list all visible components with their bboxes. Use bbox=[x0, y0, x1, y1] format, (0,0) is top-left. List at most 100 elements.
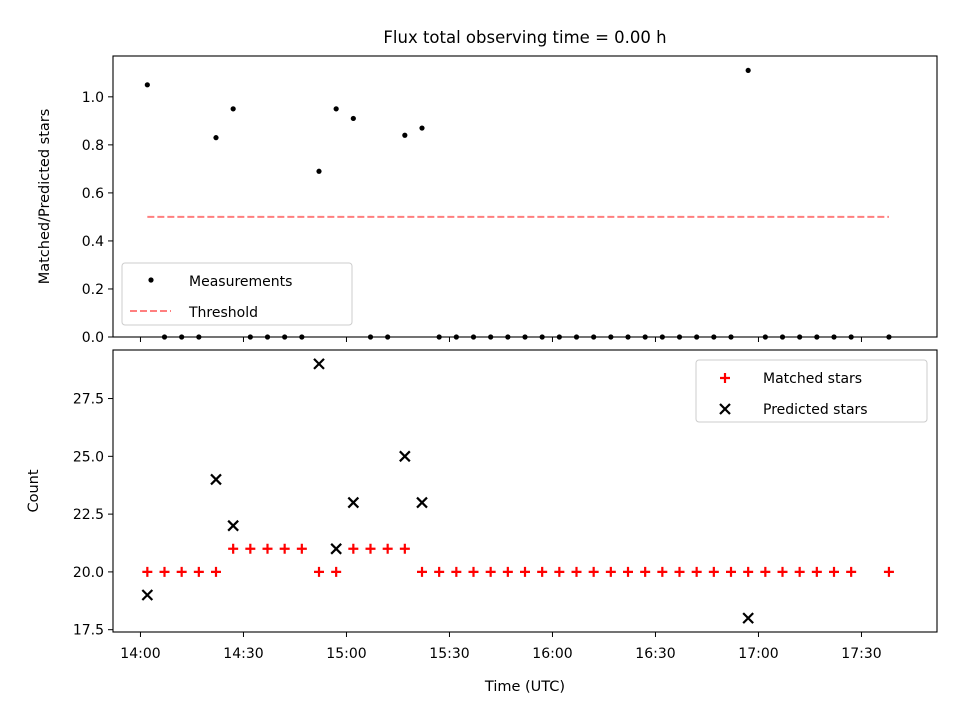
measurement-point bbox=[316, 168, 322, 174]
matched-stars-point bbox=[743, 566, 754, 577]
figure-title: Flux total observing time = 0.00 h bbox=[383, 28, 666, 47]
matched-stars-point bbox=[159, 566, 170, 577]
predicted-stars-point bbox=[227, 519, 239, 532]
x-tick-label: 16:00 bbox=[532, 646, 572, 662]
x-tick-label: 14:30 bbox=[223, 646, 263, 662]
matched-stars-point bbox=[399, 543, 410, 554]
matched-stars-point bbox=[365, 543, 376, 554]
y-tick-label: 22.5 bbox=[73, 507, 104, 523]
matched-stars-point bbox=[794, 566, 805, 577]
matched-stars-point bbox=[708, 566, 719, 577]
y-tick-label: 27.5 bbox=[73, 392, 104, 408]
matched-stars-point bbox=[605, 566, 616, 577]
predicted-stars-point bbox=[347, 496, 360, 509]
x-tick-label: 15:00 bbox=[326, 646, 366, 662]
matched-stars-point bbox=[537, 566, 548, 577]
predicted-stars-point bbox=[742, 612, 754, 624]
y-tick-label: 25.0 bbox=[73, 449, 104, 465]
matched-stars-point bbox=[657, 566, 668, 577]
matched-stars-point bbox=[434, 566, 445, 577]
matched-stars-point bbox=[520, 566, 530, 577]
predicted-stars-point bbox=[330, 543, 342, 555]
ratio-panel: 0.0 0.2 0.4 0.6 0.8 1.0 Matched/Predicted star… bbox=[37, 55, 938, 346]
measurement-point bbox=[402, 132, 408, 138]
y-tick-label: 0.8 bbox=[82, 138, 104, 154]
y-axis-label: Count bbox=[26, 469, 42, 512]
measurement-point bbox=[213, 135, 219, 141]
legend-predicted-swatch bbox=[719, 403, 731, 415]
y-tick-label: 0.0 bbox=[82, 330, 104, 346]
x-axis-label: Time (UTC) bbox=[484, 679, 565, 695]
measurement-point bbox=[144, 82, 150, 88]
measurement-point bbox=[419, 125, 425, 131]
legend-matched-swatch bbox=[720, 373, 730, 383]
matched-stars-point bbox=[245, 543, 256, 554]
legend-box bbox=[121, 262, 353, 326]
matched-stars-point bbox=[296, 543, 307, 554]
y-axis-label: Matched/Predicted stars bbox=[37, 109, 53, 285]
matched-stars-point bbox=[211, 566, 221, 577]
matched-stars-point bbox=[314, 566, 324, 577]
measurement-point bbox=[333, 106, 339, 112]
matched-stars-point bbox=[382, 543, 393, 554]
matched-stars-point bbox=[262, 543, 273, 554]
legend-measurement-swatch bbox=[148, 277, 154, 283]
legend-label: Measurements bbox=[189, 274, 292, 290]
plot-frame bbox=[112, 349, 938, 633]
matched-stars-point bbox=[485, 566, 496, 577]
matched-stars-point bbox=[451, 566, 462, 577]
y-tick-label: 1.0 bbox=[82, 90, 104, 106]
series-predicted-stars bbox=[141, 358, 754, 624]
y-tick-label: 0.2 bbox=[82, 282, 104, 298]
matched-stars-point bbox=[726, 566, 736, 577]
matched-stars-point bbox=[777, 566, 788, 577]
measurement-point bbox=[745, 67, 751, 74]
matched-stars-point bbox=[348, 543, 359, 554]
legend-label: Matched stars bbox=[763, 371, 862, 387]
y-tick-label: 20.0 bbox=[73, 565, 104, 581]
measurement-point bbox=[350, 115, 356, 122]
matched-stars-point bbox=[640, 566, 651, 577]
matched-stars-point bbox=[193, 566, 204, 577]
y-tick-label: 0.4 bbox=[82, 234, 104, 250]
matched-stars-point bbox=[623, 566, 633, 577]
x-tick-label: 14:00 bbox=[120, 646, 160, 662]
matched-stars-point bbox=[674, 566, 685, 577]
matched-stars-point bbox=[760, 566, 771, 577]
matched-stars-point bbox=[228, 543, 239, 554]
x-tick-label: 17:00 bbox=[738, 646, 778, 662]
count-panel: 17.5 20.0 22.5 25.0 27.5 14:00 14:30 15:00 15:30… bbox=[26, 349, 938, 695]
matched-stars-point bbox=[571, 566, 582, 577]
matched-stars-point bbox=[811, 566, 822, 577]
matched-stars-point bbox=[142, 566, 153, 577]
predicted-stars-point bbox=[399, 450, 411, 463]
y-tick-label: 17.5 bbox=[73, 623, 104, 639]
matched-stars-point bbox=[176, 566, 187, 577]
y-tick-label: 0.6 bbox=[82, 186, 104, 202]
legend-box bbox=[695, 359, 928, 423]
matched-stars-point bbox=[331, 566, 342, 577]
predicted-stars-point bbox=[141, 589, 154, 601]
measurement-point bbox=[230, 106, 236, 112]
matched-stars-point bbox=[846, 566, 857, 577]
series-matched-stars bbox=[142, 543, 894, 577]
legend: Matched stars Predicted stars bbox=[695, 359, 928, 423]
legend-label: Predicted stars bbox=[763, 402, 868, 418]
matched-stars-point bbox=[468, 566, 479, 577]
predicted-stars-point bbox=[313, 358, 325, 370]
x-tick-label: 15:30 bbox=[429, 646, 469, 662]
matched-stars-point bbox=[417, 566, 427, 577]
matched-stars-point bbox=[883, 566, 894, 577]
x-tick-label: 17:30 bbox=[841, 646, 881, 662]
matched-stars-point bbox=[279, 543, 290, 554]
legend-label: Threshold bbox=[188, 305, 258, 321]
matched-stars-point bbox=[829, 566, 839, 577]
x-tick-label: 16:30 bbox=[635, 646, 675, 662]
matched-stars-point bbox=[554, 566, 565, 577]
predicted-stars-point bbox=[210, 473, 222, 486]
plot-frame bbox=[112, 55, 938, 338]
matched-stars-point bbox=[691, 566, 702, 577]
matched-stars-point bbox=[588, 566, 599, 577]
predicted-stars-point bbox=[416, 496, 428, 509]
